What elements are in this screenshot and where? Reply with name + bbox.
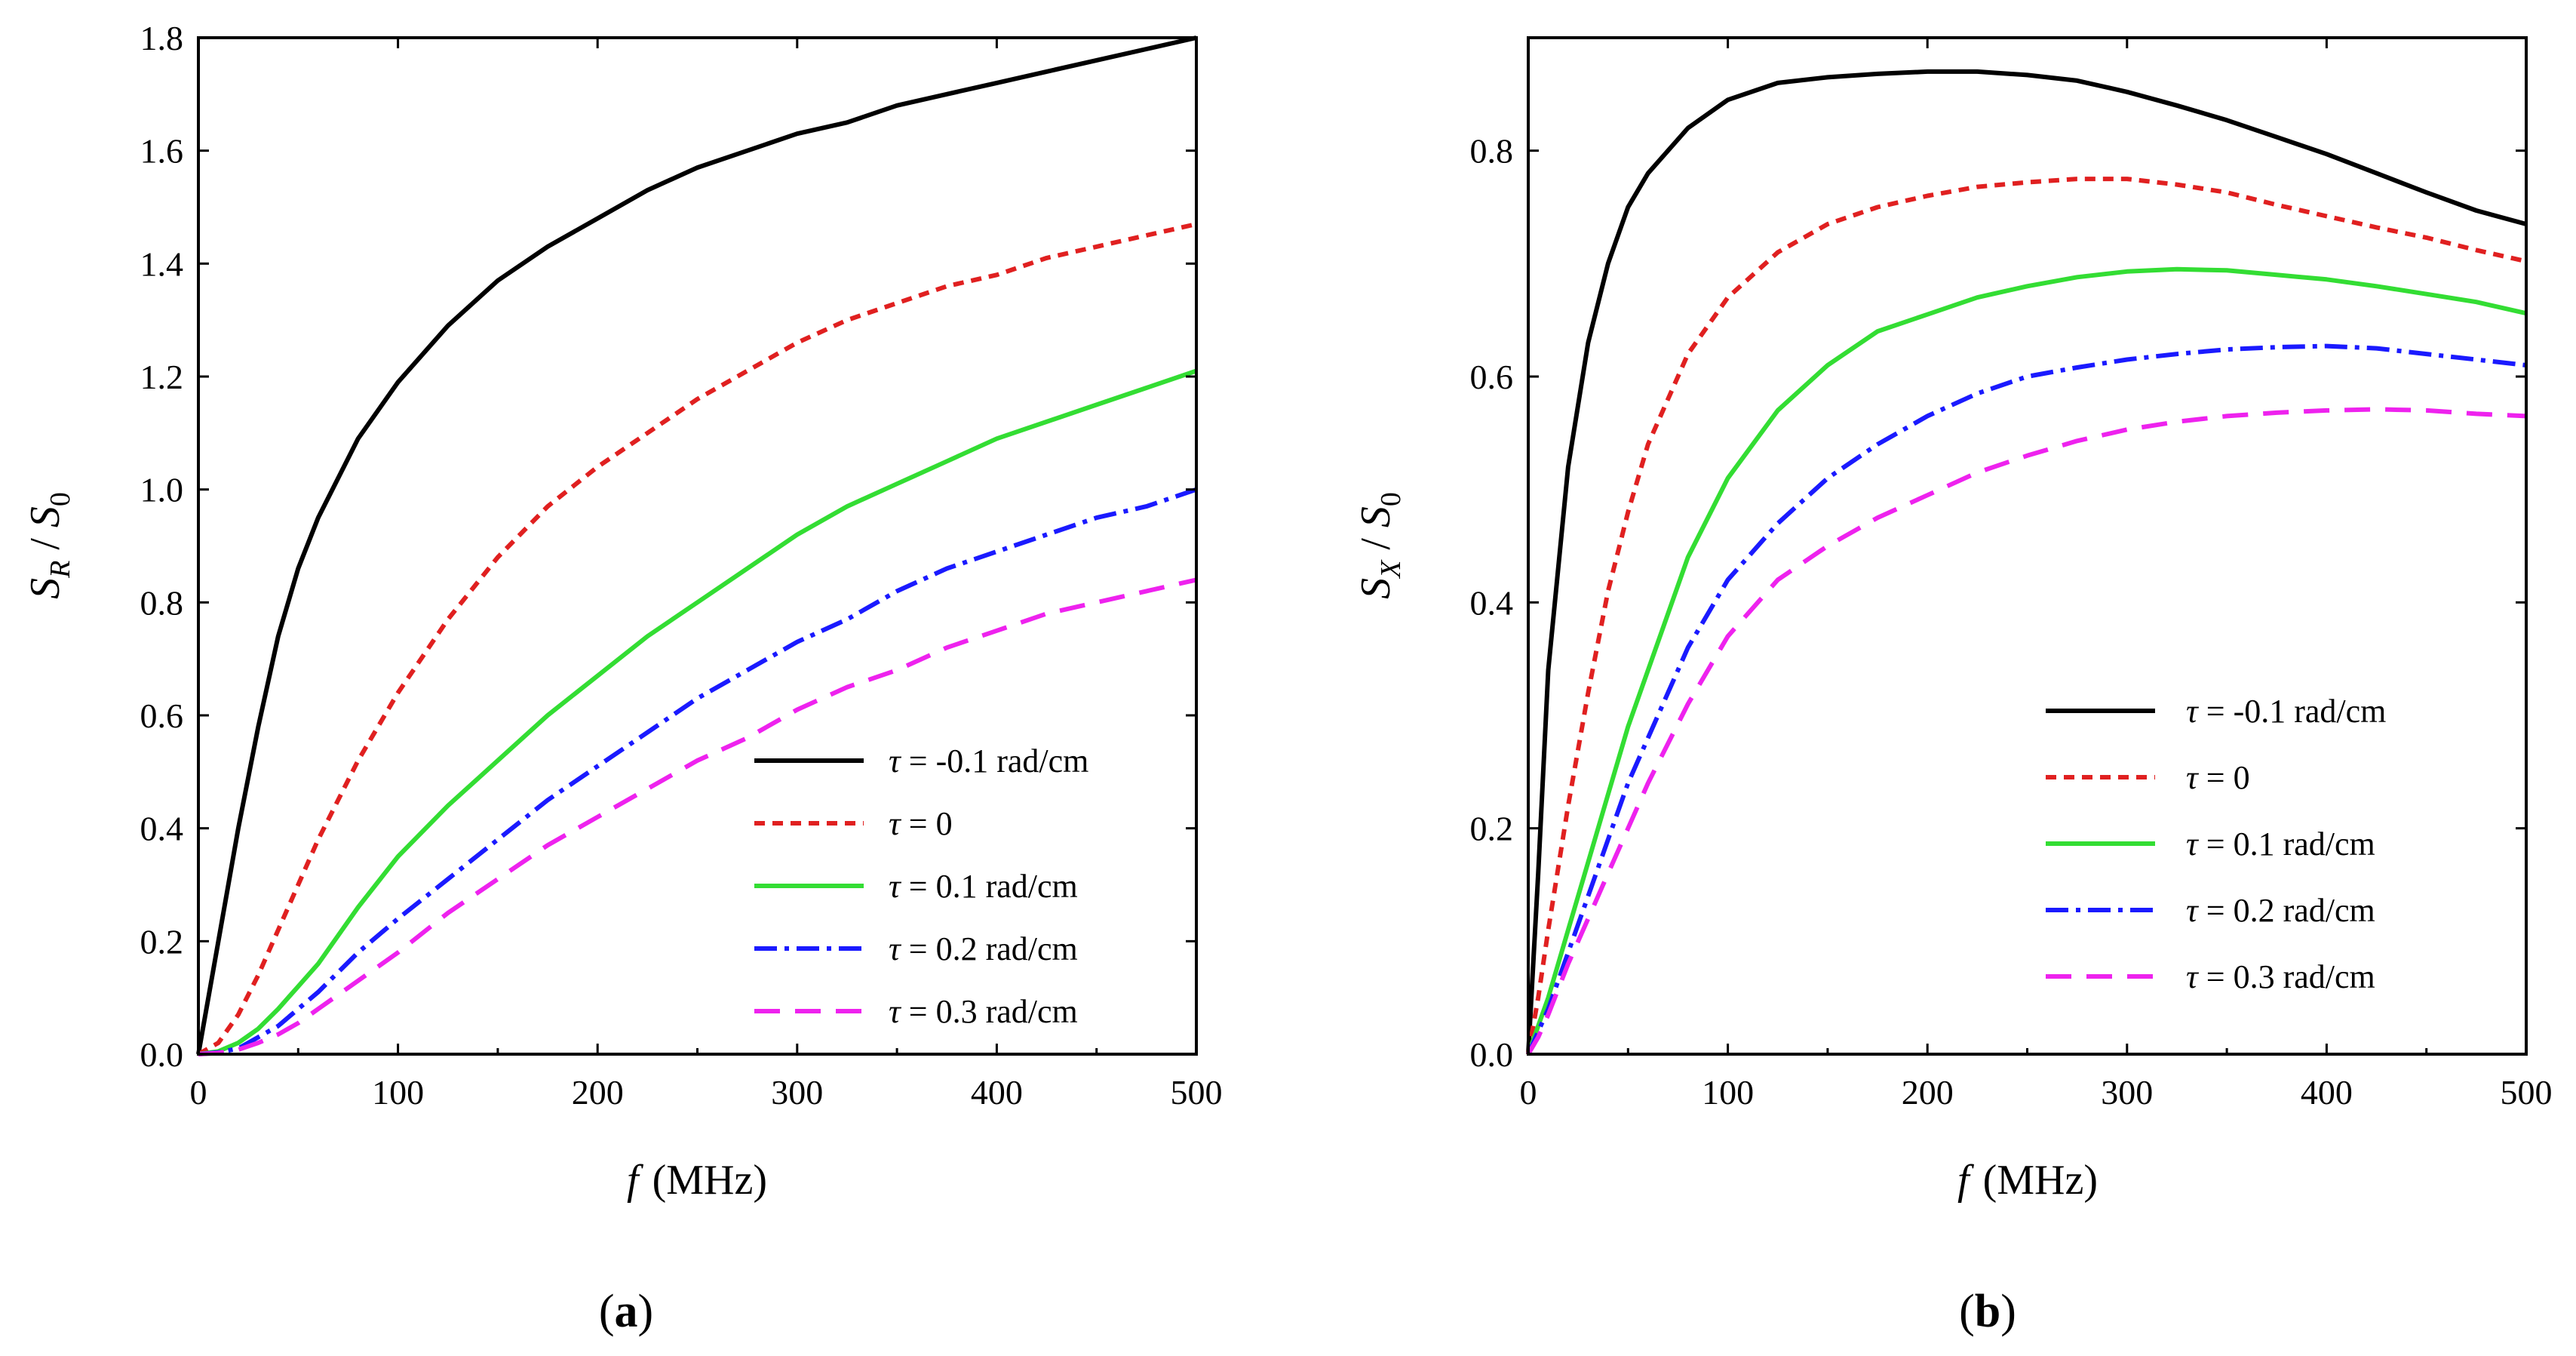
y-axis-title-b: SX / S0 (1352, 492, 1407, 599)
y-tick-label-b: 0.6 (1470, 358, 1514, 396)
y-tick-label-b: 0.0 (1470, 1035, 1514, 1074)
y-tick-label-b: 0.8 (1470, 132, 1514, 171)
panel-label-a: (a) (599, 1286, 653, 1337)
legend-label-b-1: τ = 0 (2186, 759, 2250, 796)
series-line-a-0 (196, 35, 1197, 1055)
y-tick-label-a: 0.6 (140, 696, 184, 735)
chart-marks-b (1526, 69, 2527, 1056)
y-tick-label-a: 0.2 (140, 922, 184, 961)
x-tick-label-b: 200 (1902, 1073, 1954, 1112)
x-tick-label-b: 0 (1520, 1073, 1537, 1112)
axis-ticks-a: 0 100 200 300 400 500 0.0 0.2 0.4 0.6 0.8 1.0 1.2 1.4… (140, 19, 1223, 1112)
panel-label-b: (b) (1959, 1286, 2016, 1337)
x-tick-label-a: 200 (572, 1073, 624, 1112)
series-line-a-3 (198, 487, 1197, 1056)
y-tick-label-a: 1.0 (140, 471, 184, 509)
legend-label-a-3: τ = 0.2 rad/cm (889, 930, 1078, 967)
series-line-b-4 (1526, 407, 2527, 1056)
series-line-b-2 (1526, 266, 2527, 1055)
x-axis-title-a: f (MHz) (627, 1157, 767, 1204)
x-tick-label-a: 500 (1171, 1073, 1223, 1112)
x-tick-label-a: 0 (190, 1073, 207, 1112)
series-line-b-1 (1526, 177, 2527, 1055)
series-line-a-1 (197, 222, 1197, 1056)
x-tick-label-b: 300 (2101, 1073, 2153, 1112)
x-axis-title-b: f (MHz) (1957, 1157, 2098, 1204)
y-tick-label-a: 1.2 (140, 358, 184, 396)
legend-label-b-3: τ = 0.2 rad/cm (2186, 892, 2375, 929)
legend-label-a-4: τ = 0.3 rad/cm (889, 993, 1078, 1030)
y-tick-label-a: 1.4 (140, 244, 184, 283)
legend-label-b-0: τ = -0.1 rad/cm (2186, 693, 2386, 730)
y-tick-label-a: 0.8 (140, 583, 184, 622)
x-tick-label-b: 100 (1702, 1073, 1754, 1112)
legend-b: τ = -0.1 rad/cm τ = 0 τ = 0.1 rad/cm τ = 0.… (2046, 693, 2386, 995)
y-tick-label-a: 0.4 (140, 810, 184, 848)
chart-panel-a: 0 100 200 300 400 500 0.0 0.2 0.4 0.6 0.8 1.0 1.2 1.4… (22, 19, 1223, 1337)
chart-marks-a (196, 35, 1197, 1056)
series-line-a-2 (198, 368, 1197, 1056)
plot-frame-b (1527, 36, 2528, 1056)
y-tick-label-b: 0.2 (1470, 810, 1514, 848)
series-line-a-4 (198, 577, 1197, 1056)
x-tick-label-a: 100 (372, 1073, 424, 1112)
legend-a: τ = -0.1 rad/cm τ = 0 τ = 0.1 rad/cm τ = 0.… (754, 743, 1088, 1030)
x-tick-label-b: 400 (2301, 1073, 2353, 1112)
y-axis-title-a: SR / S0 (22, 492, 76, 599)
y-tick-label-a: 1.6 (140, 132, 184, 171)
x-tick-label-b: 500 (2501, 1073, 2553, 1112)
legend-label-a-2: τ = 0.1 rad/cm (889, 868, 1078, 905)
series-line-b-0 (1526, 69, 2527, 1055)
series-line-b-3 (1526, 343, 2527, 1056)
legend-label-b-2: τ = 0.1 rad/cm (2186, 826, 2375, 862)
y-tick-label-b: 0.4 (1470, 583, 1514, 622)
y-tick-label-a: 0.0 (140, 1035, 184, 1074)
x-tick-label-a: 400 (971, 1073, 1023, 1112)
y-tick-label-a: 1.8 (140, 19, 184, 57)
legend-label-b-4: τ = 0.3 rad/cm (2186, 958, 2375, 995)
legend-label-a-1: τ = 0 (889, 805, 953, 842)
axis-ticks-b: 0 100 200 300 400 500 0.0 0.2 0.4 0.6 0.8 (1470, 38, 2553, 1112)
x-tick-label-a: 300 (771, 1073, 823, 1112)
legend-label-a-0: τ = -0.1 rad/cm (889, 743, 1088, 779)
